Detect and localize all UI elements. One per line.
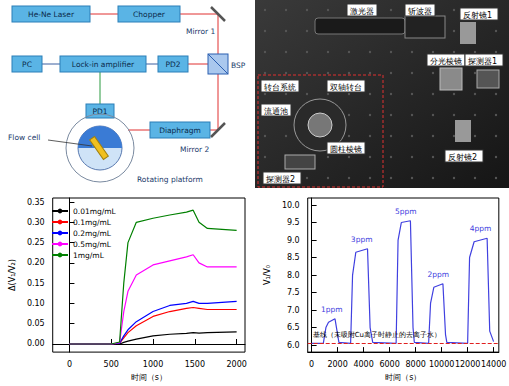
svg-text:6.5: 6.5 bbox=[287, 323, 300, 332]
svg-text:4000: 4000 bbox=[353, 360, 373, 369]
svg-text:1500: 1500 bbox=[185, 360, 205, 369]
svg-text:Diaphragm: Diaphragm bbox=[159, 126, 201, 135]
svg-text:4ppm: 4ppm bbox=[470, 224, 492, 233]
svg-text:0.05: 0.05 bbox=[27, 319, 45, 328]
svg-text:5ppm: 5ppm bbox=[395, 207, 417, 216]
svg-text:Mirror 1: Mirror 1 bbox=[186, 27, 215, 36]
svg-text:0.1mg/mL: 0.1mg/mL bbox=[73, 218, 112, 227]
svg-text:0.2mg/mL: 0.2mg/mL bbox=[73, 229, 112, 238]
svg-text:0.25: 0.25 bbox=[27, 238, 45, 247]
svg-text:斩波器: 斩波器 bbox=[408, 7, 432, 16]
svg-text:时间（s）: 时间（s） bbox=[385, 373, 421, 382]
svg-text:探测器2: 探测器2 bbox=[266, 175, 295, 184]
svg-text:1000: 1000 bbox=[143, 360, 163, 369]
svg-text:圆柱棱镜: 圆柱棱镜 bbox=[330, 145, 362, 154]
svg-text:反射镜2: 反射镜2 bbox=[448, 153, 477, 162]
svg-text:12000: 12000 bbox=[455, 360, 480, 369]
svg-text:He-Ne Laser: He-Ne Laser bbox=[28, 10, 75, 19]
svg-text:PD2: PD2 bbox=[165, 60, 180, 69]
svg-text:2000: 2000 bbox=[226, 360, 246, 369]
svg-text:0.30: 0.30 bbox=[27, 218, 45, 227]
svg-text:2ppm: 2ppm bbox=[428, 270, 450, 279]
svg-text:探测器1: 探测器1 bbox=[468, 57, 497, 66]
svg-text:9.0: 9.0 bbox=[287, 236, 300, 245]
svg-text:0.15: 0.15 bbox=[27, 279, 45, 288]
svg-text:0.10: 0.10 bbox=[27, 299, 45, 308]
svg-text:7.0: 7.0 bbox=[287, 306, 300, 315]
svg-text:Mirror 2: Mirror 2 bbox=[180, 145, 209, 154]
svg-text:时间（s）: 时间（s） bbox=[131, 373, 167, 382]
svg-text:0.5mg/mL: 0.5mg/mL bbox=[73, 240, 112, 249]
svg-text:0.00: 0.00 bbox=[27, 339, 45, 348]
svg-text:反射镜1: 反射镜1 bbox=[463, 11, 492, 20]
svg-text:0.20: 0.20 bbox=[27, 258, 45, 267]
svg-text:分光棱镜: 分光棱镜 bbox=[430, 57, 462, 66]
svg-text:BSP: BSP bbox=[231, 61, 246, 70]
svg-text:6000: 6000 bbox=[379, 360, 399, 369]
svg-text:Δ(V₁/V₂): Δ(V₁/V₂) bbox=[8, 259, 17, 291]
svg-text:2000: 2000 bbox=[327, 360, 347, 369]
svg-text:0.35: 0.35 bbox=[27, 198, 45, 207]
svg-text:基线（未吸附Cu离子时静止的去离子水）: 基线（未吸附Cu离子时静止的去离子水） bbox=[313, 331, 441, 339]
svg-text:0: 0 bbox=[67, 360, 72, 369]
svg-text:3ppm: 3ppm bbox=[351, 235, 373, 244]
svg-text:8000: 8000 bbox=[405, 360, 425, 369]
svg-text:10000: 10000 bbox=[429, 360, 454, 369]
svg-text:6.0: 6.0 bbox=[287, 341, 300, 350]
svg-text:Flow cell: Flow cell bbox=[8, 133, 40, 142]
svg-text:9.5: 9.5 bbox=[287, 218, 300, 227]
svg-text:V₁/V₀: V₁/V₀ bbox=[263, 265, 272, 285]
svg-text:7.5: 7.5 bbox=[287, 288, 300, 297]
svg-text:流通池: 流通池 bbox=[264, 107, 288, 116]
svg-text:双轴转台: 双轴转台 bbox=[330, 83, 362, 92]
svg-text:500: 500 bbox=[104, 360, 119, 369]
svg-text:激光器: 激光器 bbox=[350, 7, 374, 16]
svg-text:10.0: 10.0 bbox=[282, 201, 300, 210]
svg-text:PD1: PD1 bbox=[92, 107, 108, 116]
svg-text:8.5: 8.5 bbox=[287, 253, 300, 262]
svg-text:1mg/mL: 1mg/mL bbox=[73, 251, 105, 260]
svg-text:8.0: 8.0 bbox=[287, 271, 300, 280]
svg-text:14000: 14000 bbox=[481, 360, 506, 369]
svg-text:Rotating platform: Rotating platform bbox=[137, 175, 203, 184]
svg-text:0.01mg/mL: 0.01mg/mL bbox=[73, 207, 117, 216]
svg-text:Lock-in amplifier: Lock-in amplifier bbox=[72, 60, 135, 69]
svg-text:Chopper: Chopper bbox=[133, 10, 166, 19]
svg-text:转台系统: 转台系统 bbox=[264, 83, 296, 92]
svg-text:0: 0 bbox=[309, 360, 314, 369]
svg-text:PC: PC bbox=[22, 60, 32, 69]
svg-text:1ppm: 1ppm bbox=[321, 305, 343, 314]
